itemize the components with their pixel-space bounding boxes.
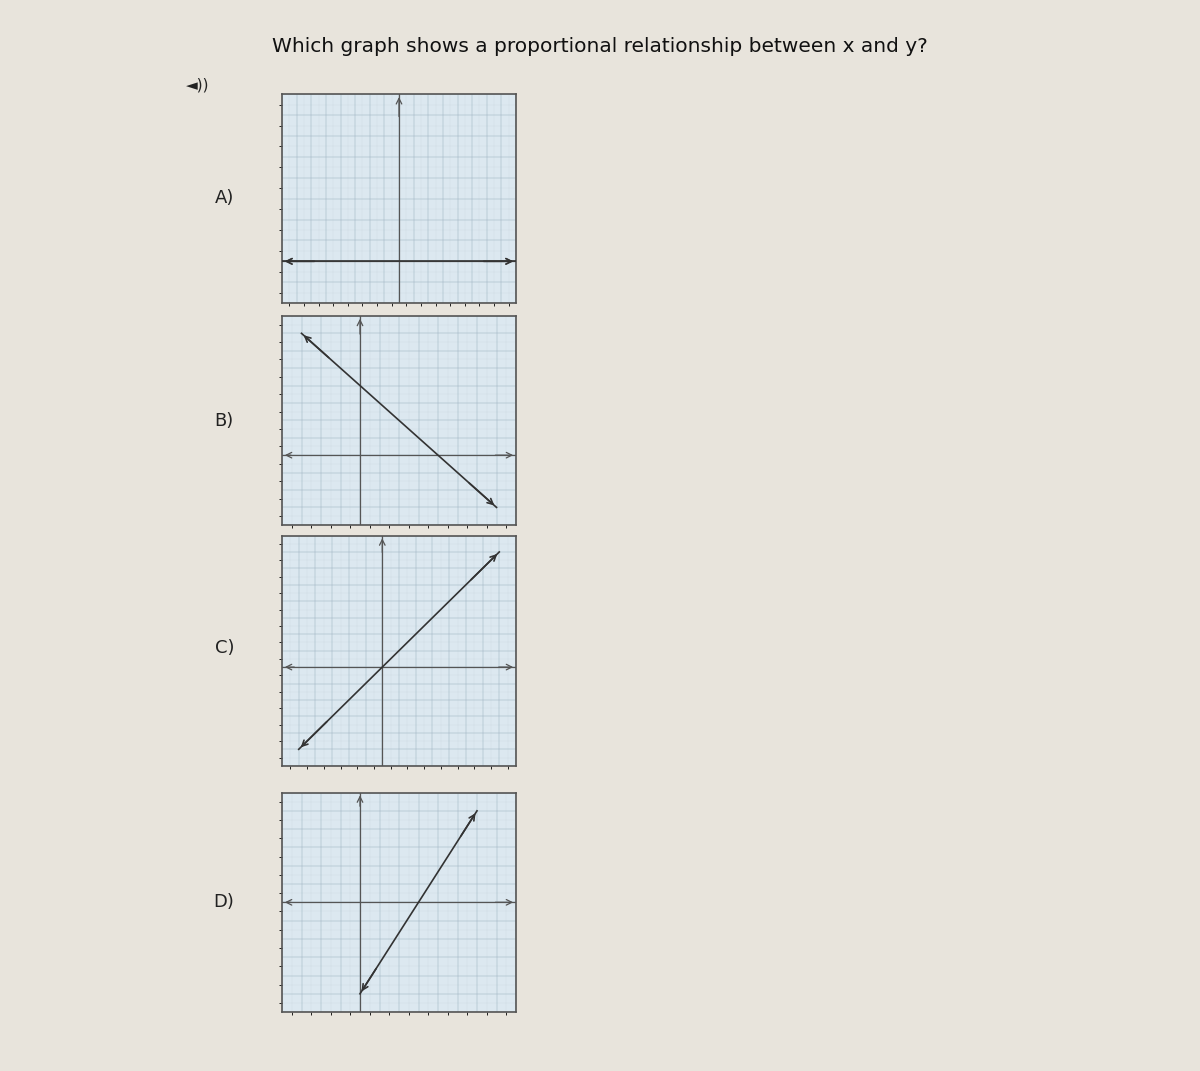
Text: D): D): [214, 893, 234, 910]
Text: A): A): [215, 190, 234, 207]
Text: Which graph shows a proportional relationship between x and y?: Which graph shows a proportional relatio…: [272, 37, 928, 57]
Text: C): C): [215, 639, 234, 657]
Text: B): B): [215, 412, 234, 429]
Text: ◄)): ◄)): [186, 77, 210, 92]
